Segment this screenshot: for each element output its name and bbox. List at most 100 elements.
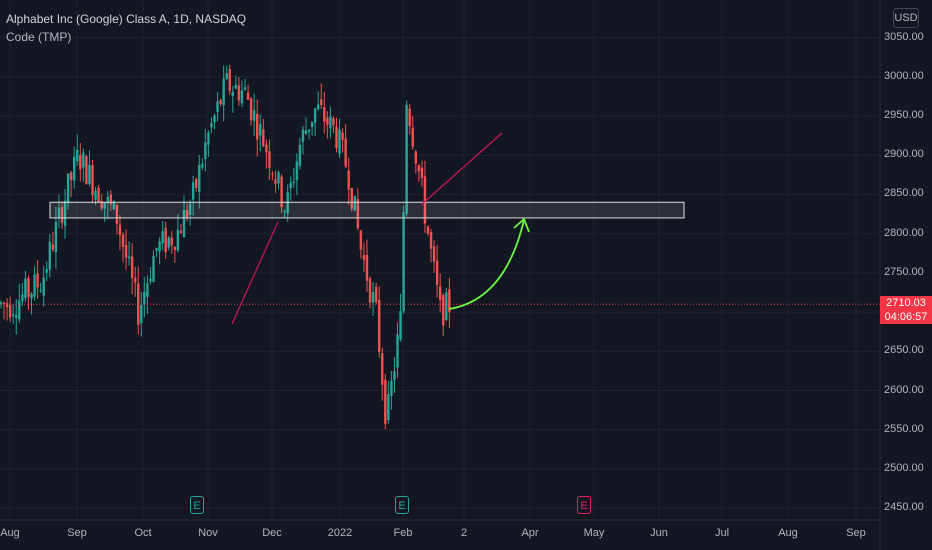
candle-body — [112, 201, 116, 210]
candle-body — [307, 129, 311, 132]
candle-body — [79, 155, 82, 170]
candle-body — [216, 101, 219, 113]
candle-body — [0, 302, 3, 305]
candle-body — [146, 283, 149, 297]
candle-body — [246, 92, 250, 100]
candle-body — [423, 176, 427, 224]
candle-body — [228, 69, 231, 91]
symbol-title[interactable]: Alphabet Inc (Google) Class A, 1D, NASDA… — [6, 12, 247, 26]
time-tick-label: Aug — [0, 527, 20, 539]
earnings-marker[interactable]: E — [395, 496, 409, 514]
candle-body — [313, 108, 317, 123]
candle-body — [33, 274, 36, 297]
candle-body — [176, 229, 180, 251]
time-tick-label: Jun — [650, 527, 668, 539]
candle-body — [188, 203, 192, 215]
candle-body — [167, 237, 170, 248]
candle-body — [30, 293, 33, 299]
candle-body — [268, 151, 271, 168]
candle-body — [329, 116, 332, 129]
price-tick-label: 2600.00 — [884, 383, 924, 396]
candle-body — [97, 187, 100, 203]
candle-body — [448, 289, 451, 313]
candle-body — [36, 273, 39, 288]
candle-body — [289, 182, 292, 189]
candle-body — [323, 107, 326, 122]
candle-body — [417, 165, 421, 172]
candle-body — [335, 126, 338, 149]
projection-arrow[interactable] — [448, 219, 525, 310]
candle-body — [51, 244, 55, 250]
candle-body — [127, 256, 131, 259]
candle-body — [219, 100, 222, 104]
candle-body — [12, 314, 15, 316]
time-tick-label: Sep — [846, 527, 866, 539]
chart-grid — [0, 0, 880, 520]
candle-body — [347, 170, 350, 190]
candle-body — [439, 286, 442, 301]
candle-body — [292, 181, 295, 183]
candle-body — [298, 144, 302, 166]
price-tick-label: 2750.00 — [884, 265, 924, 278]
candle-body — [359, 230, 363, 250]
candle-body — [121, 234, 125, 247]
candle-body — [310, 121, 314, 128]
currency-button[interactable]: USD — [893, 8, 919, 28]
candle-body — [91, 164, 94, 195]
candle-body — [198, 165, 201, 192]
candle-body — [63, 200, 67, 226]
candle-body — [277, 172, 280, 184]
chart-legend: Alphabet Inc (Google) Class A, 1D, NASDA… — [6, 10, 246, 46]
candle-body — [435, 260, 439, 285]
candle-body — [109, 194, 112, 205]
candle-body — [317, 104, 320, 110]
earnings-marker[interactable]: E — [577, 496, 591, 514]
candle-body — [243, 87, 247, 90]
candle-body — [54, 221, 58, 253]
candle-body — [100, 200, 103, 209]
candle-body — [170, 237, 173, 246]
candle-body — [149, 278, 152, 282]
time-tick-label: Apr — [521, 527, 539, 539]
candle-body — [320, 99, 323, 106]
candle-body — [283, 210, 286, 212]
candle-body — [274, 179, 277, 184]
candle-body — [5, 303, 9, 308]
indicator-label[interactable]: Code (TMP) — [6, 30, 72, 44]
price-tick-label: 3050.00 — [884, 30, 924, 43]
candle-body — [362, 254, 366, 260]
candle-body — [185, 209, 189, 218]
candle-body — [240, 90, 244, 104]
candle-body — [24, 278, 27, 299]
time-tick-label: May — [583, 527, 605, 539]
candle-body — [432, 246, 436, 262]
trend-line-up[interactable] — [231, 221, 279, 325]
candle-body — [280, 176, 283, 207]
candle-body — [115, 204, 119, 224]
candle-body — [368, 278, 372, 303]
candle-body — [124, 245, 128, 258]
candle-body — [204, 142, 207, 160]
time-tick-label: Oct — [134, 527, 152, 539]
candle-body — [374, 286, 378, 302]
trend-line-up-2[interactable] — [420, 132, 503, 206]
candle-body — [207, 132, 210, 145]
bar-countdown: 04:06:57 — [884, 311, 928, 324]
candle-body — [304, 130, 308, 134]
candle-body — [134, 277, 137, 283]
candle-body — [66, 173, 70, 204]
time-tick-label: Feb — [393, 527, 413, 539]
earnings-marker[interactable]: E — [190, 496, 204, 514]
resistance-zone-rectangle[interactable] — [49, 201, 685, 219]
candle-body — [164, 227, 167, 252]
time-tick-label: 2022 — [327, 527, 353, 539]
price-tick-label: 2550.00 — [884, 422, 924, 435]
candle-body — [195, 179, 198, 188]
current-price-label: 2710.03 04:06:57 — [880, 296, 932, 325]
candle-body — [411, 127, 414, 147]
price-tick-label: 2950.00 — [884, 108, 924, 121]
candle-body — [27, 278, 30, 297]
candle-body — [414, 151, 417, 164]
candle-body — [82, 152, 85, 168]
